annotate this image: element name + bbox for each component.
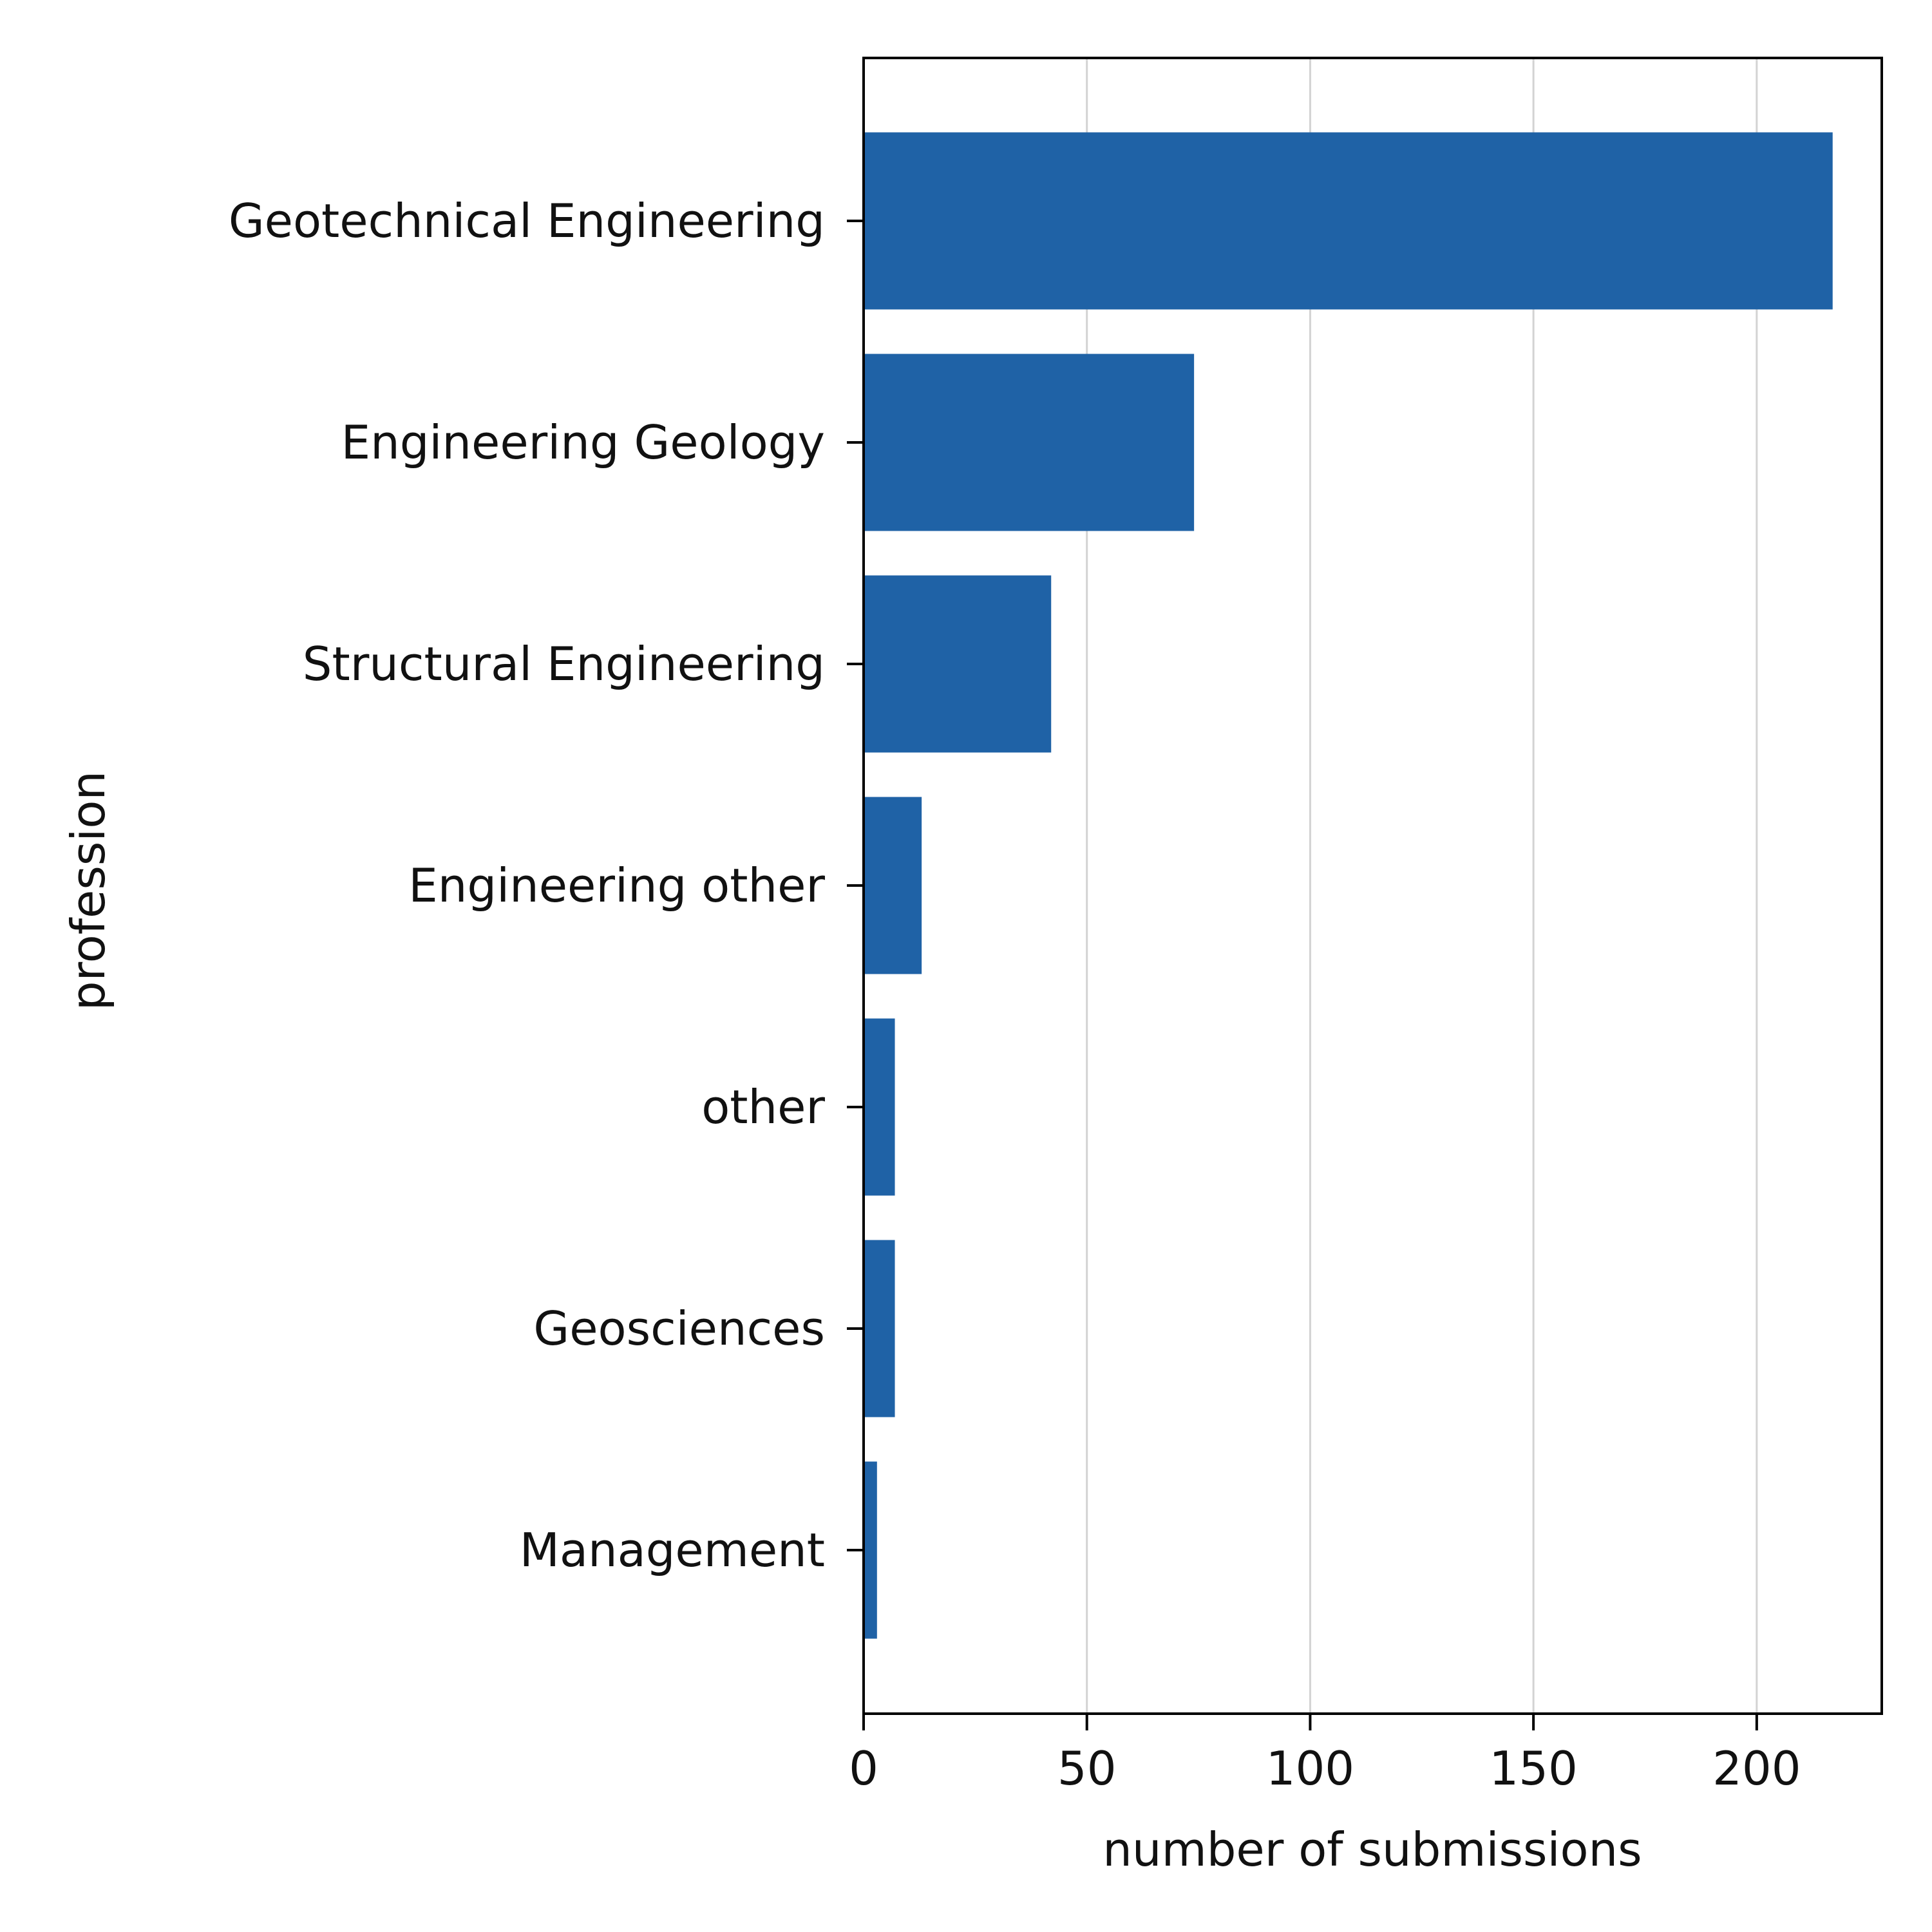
bar bbox=[864, 354, 1195, 531]
y-axis-ticks: Geotechnical Engineering Engineering Geol… bbox=[229, 194, 864, 1577]
bar bbox=[864, 575, 1052, 753]
x-tick-label: 50 bbox=[1057, 1741, 1117, 1795]
y-tick-label: Engineering Geology bbox=[341, 415, 825, 469]
x-axis-label: number of submissions bbox=[1103, 1823, 1642, 1877]
x-axis-ticks: 0 50 100 150 200 bbox=[849, 1714, 1801, 1795]
y-tick-label: Management bbox=[520, 1523, 825, 1577]
y-tick-label: other bbox=[701, 1080, 825, 1134]
x-tick-label: 0 bbox=[849, 1741, 878, 1795]
y-tick-label: Geotechnical Engineering bbox=[229, 194, 825, 248]
y-tick-label: Geosciences bbox=[533, 1302, 825, 1356]
bars bbox=[864, 132, 1833, 1639]
y-tick-label: Engineering other bbox=[408, 858, 825, 913]
x-tick-label: 150 bbox=[1489, 1741, 1577, 1795]
x-tick-label: 100 bbox=[1266, 1741, 1354, 1795]
bar bbox=[864, 1240, 895, 1417]
bar bbox=[864, 797, 922, 974]
grid-lines bbox=[1086, 58, 1758, 1714]
bar bbox=[864, 1461, 877, 1639]
bar bbox=[864, 132, 1833, 310]
y-tick-label: Structural Engineering bbox=[303, 637, 825, 691]
y-axis-label: profession bbox=[61, 771, 115, 1010]
x-tick-label: 200 bbox=[1712, 1741, 1801, 1795]
bar bbox=[864, 1018, 895, 1196]
